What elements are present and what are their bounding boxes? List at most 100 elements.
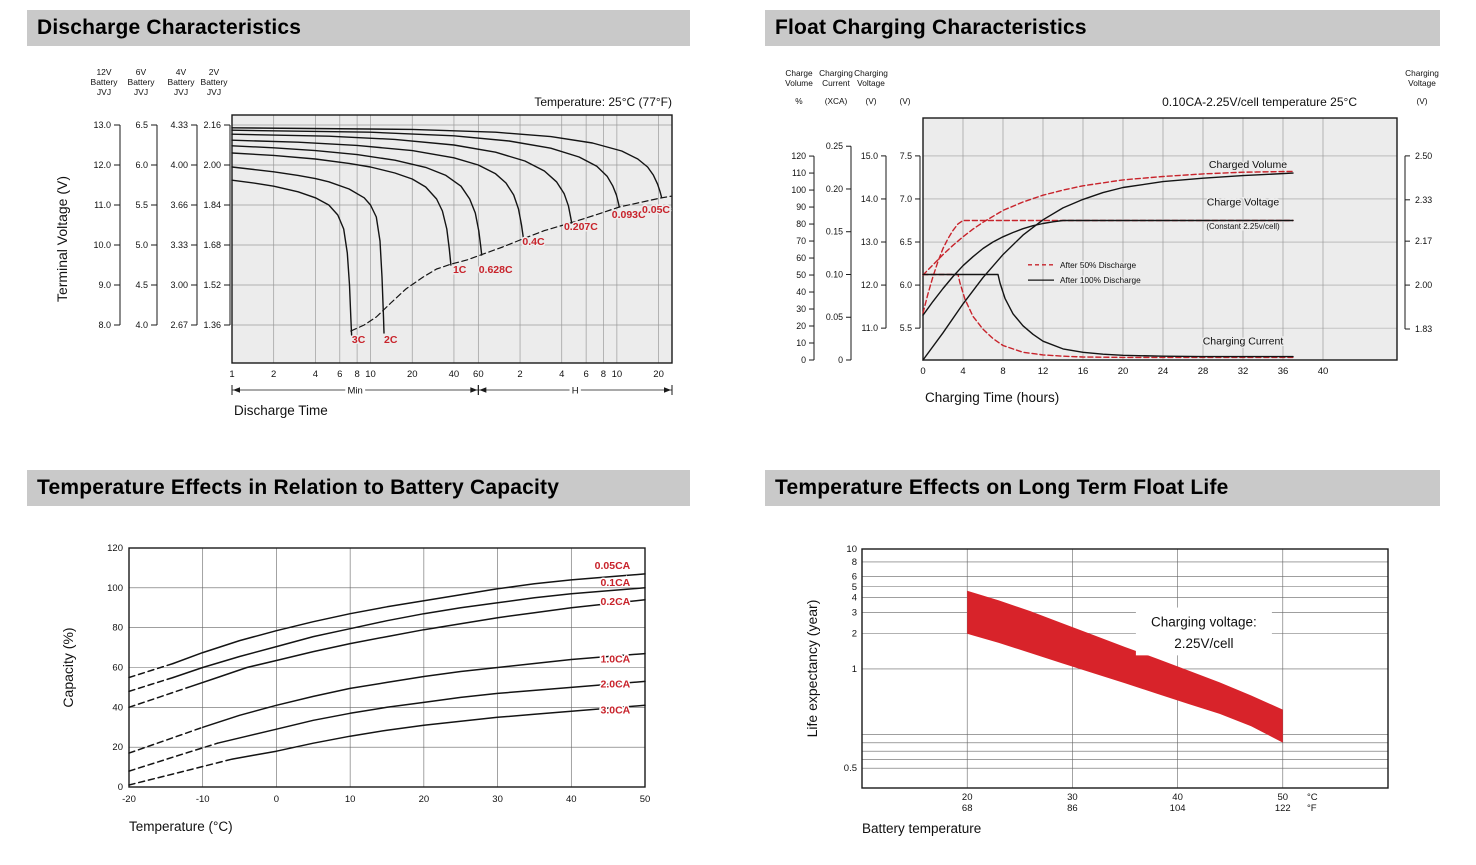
svg-text:4.00: 4.00 — [170, 160, 188, 170]
svg-text:Charging: Charging — [854, 68, 888, 78]
svg-text:1.83: 1.83 — [1415, 324, 1432, 334]
svg-text:JVJ: JVJ — [97, 87, 111, 97]
svg-text:40: 40 — [796, 287, 806, 297]
svg-text:68: 68 — [962, 803, 973, 814]
svg-text:0.20: 0.20 — [826, 184, 843, 194]
svg-text:40: 40 — [449, 369, 460, 380]
svg-text:After 100% Discharge: After 100% Discharge — [1060, 275, 1141, 285]
svg-text:32: 32 — [1238, 366, 1249, 377]
svg-text:5.0: 5.0 — [135, 240, 148, 250]
svg-text:°F: °F — [1307, 803, 1317, 814]
svg-text:(XCA): (XCA) — [825, 96, 848, 106]
svg-text:8: 8 — [1000, 366, 1005, 377]
svg-text:6: 6 — [583, 369, 588, 380]
svg-text:4.0: 4.0 — [135, 320, 148, 330]
section-title-float-life: Temperature Effects on Long Term Float L… — [765, 470, 1440, 506]
svg-text:20: 20 — [962, 792, 973, 803]
svg-text:1.52: 1.52 — [203, 280, 221, 290]
svg-text:Discharge Time: Discharge Time — [234, 403, 328, 418]
svg-text:0.05: 0.05 — [826, 312, 843, 322]
svg-text:70: 70 — [796, 236, 806, 246]
svg-text:10: 10 — [345, 794, 356, 805]
svg-text:20: 20 — [419, 794, 430, 805]
svg-text:4V: 4V — [176, 67, 187, 77]
svg-text:2: 2 — [271, 369, 276, 380]
svg-text:0.10CA-2.25V/cell temperature: 0.10CA-2.25V/cell temperature 25°C — [1162, 95, 1357, 109]
svg-text:90: 90 — [796, 202, 806, 212]
svg-text:8: 8 — [852, 557, 857, 568]
svg-text:50: 50 — [640, 794, 651, 805]
svg-text:JVJ: JVJ — [174, 87, 188, 97]
svg-text:Charged Volume: Charged Volume — [1209, 159, 1287, 171]
panel-float-life: Temperature Effects on Long Term Float L… — [765, 470, 1476, 860]
svg-text:13.0: 13.0 — [861, 237, 878, 247]
svg-text:15.0: 15.0 — [861, 151, 878, 161]
svg-text:2.67: 2.67 — [170, 320, 188, 330]
svg-text:80: 80 — [796, 219, 806, 229]
svg-text:2.16: 2.16 — [203, 120, 221, 130]
svg-text:5: 5 — [852, 582, 857, 593]
discharge-characteristics-chart: 1 2 4 6 8 10 20 40 60 2 4 6 8 10 2012VBatteryJVJ13.012… — [54, 67, 673, 418]
svg-text:80: 80 — [112, 623, 123, 634]
svg-text:Current: Current — [822, 78, 850, 88]
svg-text:24: 24 — [1158, 366, 1169, 377]
svg-text:(V): (V) — [865, 96, 876, 106]
svg-text:30: 30 — [796, 304, 806, 314]
temperature-capacity-chart: 0 20 40 60 80 100 120 -20 -10 0 10 20 30 40 50 0.05CA 0.… — [60, 543, 651, 834]
svg-text:7.0: 7.0 — [900, 194, 912, 204]
svg-text:(Constant 2.25v/cell): (Constant 2.25v/cell) — [1206, 222, 1280, 231]
svg-text:0.05CA: 0.05CA — [595, 560, 631, 572]
svg-text:Capacity (%): Capacity (%) — [60, 627, 76, 707]
svg-text:2.00: 2.00 — [1415, 280, 1432, 290]
svg-text:1: 1 — [229, 369, 234, 380]
svg-text:10.0: 10.0 — [93, 240, 111, 250]
svg-text:Terminal Voltage (V): Terminal Voltage (V) — [54, 176, 70, 302]
svg-text:5.5: 5.5 — [135, 200, 148, 210]
svg-text:0.4C: 0.4C — [522, 236, 545, 248]
svg-text:6: 6 — [337, 369, 342, 380]
svg-text:12V: 12V — [96, 67, 111, 77]
svg-text:Battery: Battery — [91, 77, 119, 87]
svg-text:4.5: 4.5 — [135, 280, 148, 290]
svg-text:Voltage: Voltage — [1408, 78, 1436, 88]
svg-text:86: 86 — [1067, 803, 1078, 814]
svg-text:16: 16 — [1078, 366, 1089, 377]
svg-text:10: 10 — [846, 544, 857, 555]
svg-text:4: 4 — [559, 369, 564, 380]
svg-text:2C: 2C — [384, 334, 398, 346]
svg-text:120: 120 — [791, 151, 806, 161]
svg-text:Min: Min — [348, 386, 363, 397]
svg-text:20: 20 — [796, 321, 806, 331]
panel-float-charging-characteristics: Float Charging Characteristics 0 4 8 12 16 20… — [765, 10, 1476, 460]
svg-text:3.66: 3.66 — [170, 200, 188, 210]
svg-text:%: % — [795, 96, 803, 106]
svg-text:20: 20 — [407, 369, 418, 380]
svg-text:40: 40 — [1172, 792, 1183, 803]
svg-text:Life expectancy (year): Life expectancy (year) — [804, 600, 820, 738]
svg-text:0.10: 0.10 — [826, 269, 843, 279]
svg-text:Volume: Volume — [785, 78, 813, 88]
svg-text:Voltage: Voltage — [857, 78, 885, 88]
svg-text:0: 0 — [801, 355, 806, 365]
svg-text:1.84: 1.84 — [203, 200, 221, 210]
svg-text:12: 12 — [1038, 366, 1049, 377]
svg-text:H: H — [572, 386, 579, 397]
svg-text:110: 110 — [792, 168, 806, 178]
svg-text:4: 4 — [852, 593, 857, 604]
svg-text:1: 1 — [852, 664, 857, 675]
svg-text:Temperature (°C): Temperature (°C) — [129, 819, 233, 834]
svg-text:5.5: 5.5 — [900, 323, 912, 333]
svg-text:6.5: 6.5 — [900, 237, 912, 247]
svg-text:Charging Time (hours): Charging Time (hours) — [925, 390, 1059, 405]
svg-text:8: 8 — [601, 369, 606, 380]
svg-text:40: 40 — [566, 794, 577, 805]
svg-text:2.25V/cell: 2.25V/cell — [1174, 636, 1233, 651]
svg-text:6V: 6V — [136, 67, 147, 77]
svg-text:11.0: 11.0 — [94, 200, 111, 210]
svg-text:10: 10 — [612, 369, 623, 380]
svg-text:Battery: Battery — [168, 77, 196, 87]
svg-text:30: 30 — [492, 794, 503, 805]
svg-text:3.0CA: 3.0CA — [600, 704, 630, 716]
svg-text:122: 122 — [1275, 803, 1291, 814]
svg-text:3: 3 — [852, 608, 857, 619]
